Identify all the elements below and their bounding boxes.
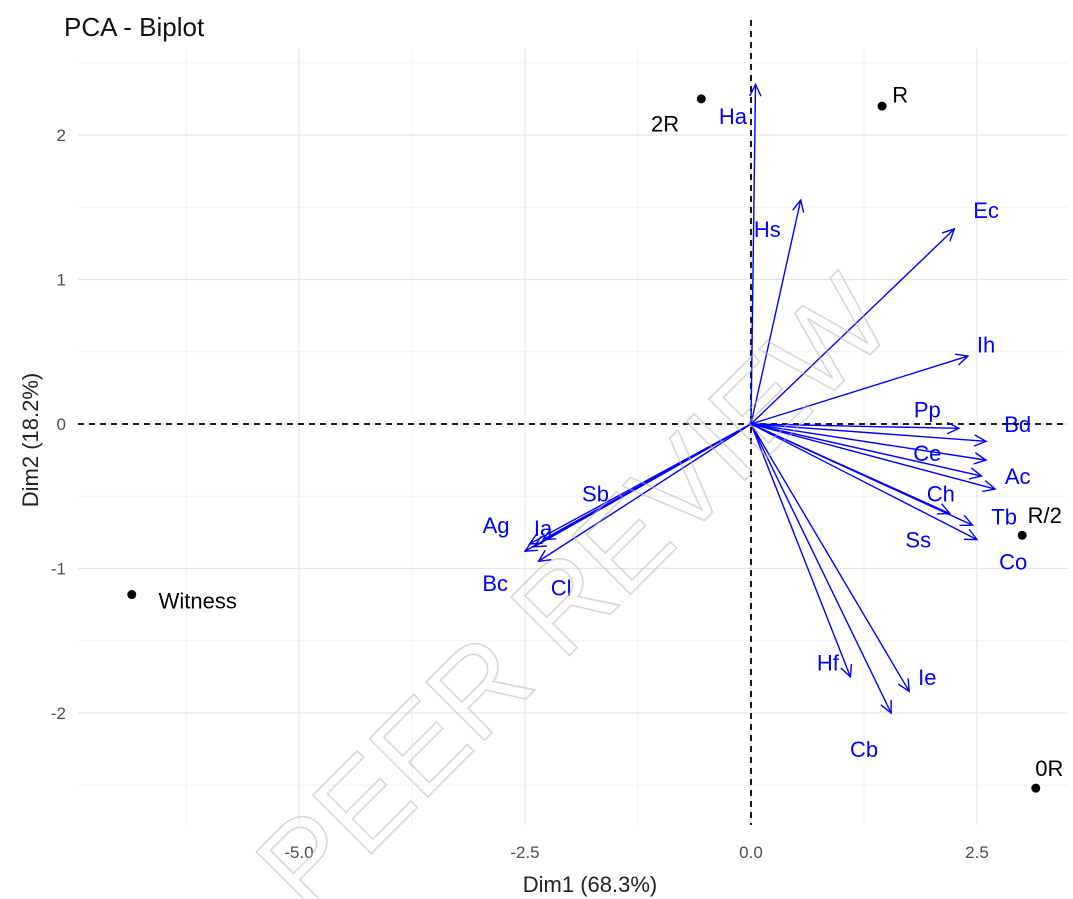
chart-title: PCA - Biplot — [64, 12, 205, 42]
individual-point-r — [877, 101, 887, 111]
variable-arrow-ss — [750, 423, 978, 541]
individual-point-witness — [127, 590, 137, 600]
variable-arrow-bc — [524, 423, 752, 552]
arrowhead-bc — [523, 540, 539, 552]
variable-label-bc: Bc — [482, 571, 508, 596]
y-tick-label: 1 — [57, 271, 66, 290]
arrowhead-cl — [537, 549, 552, 563]
variable-arrow-tb — [750, 423, 973, 526]
individual-label-r: R — [892, 83, 908, 108]
arrowhead-hs — [792, 198, 805, 213]
variable-label-ac: Ac — [1005, 464, 1031, 489]
variable-arrow-ac — [750, 423, 982, 477]
variable-label-ag: Ag — [483, 513, 510, 538]
variable-arrow-pp — [750, 423, 959, 430]
variable-label-ec: Ec — [973, 198, 999, 223]
arrowhead-ih — [954, 353, 970, 366]
arrowhead-ac — [968, 467, 984, 480]
variable-label-sb: Sb — [582, 481, 609, 506]
variable-arrow-ce — [750, 423, 987, 461]
variable-label-cl: Cl — [551, 575, 572, 600]
variable-label-ch: Ch — [927, 481, 955, 506]
arrowhead-tb — [959, 514, 974, 527]
individual-label-witness: Witness — [159, 588, 237, 613]
x-tick-label: -5.0 — [284, 843, 313, 862]
variable-label-ia: Ia — [534, 516, 553, 541]
y-axis-title: Dim2 (18.2%) — [18, 373, 43, 507]
variable-arrow-hf — [750, 423, 852, 678]
y-tick-label: -2 — [51, 704, 66, 723]
variable-arrow-bd — [750, 423, 987, 443]
variable-label-ha: Ha — [719, 104, 748, 129]
y-tick-label: -1 — [51, 560, 66, 579]
y-tick-label: 0 — [57, 415, 66, 434]
variable-label-ih: Ih — [977, 333, 995, 358]
variable-arrow-cl — [538, 423, 752, 562]
x-tick-label: 2.5 — [965, 843, 989, 862]
individual-label-r-2: R/2 — [1028, 503, 1062, 528]
grid-lines — [78, 48, 1068, 825]
arrowhead-cb — [880, 699, 892, 715]
variable-arrow-ie — [750, 423, 910, 692]
arrowhead-bd — [973, 434, 988, 447]
arrowhead-ss — [963, 528, 979, 541]
arrowhead-pp — [946, 421, 961, 435]
variable-label-co: Co — [999, 549, 1027, 574]
arrowhead-ec — [941, 227, 956, 242]
variable-label-cb: Cb — [850, 737, 878, 762]
arrowhead-hf — [840, 663, 853, 679]
individual-point-r-2 — [1017, 530, 1027, 540]
arrowhead-co — [982, 480, 997, 493]
variable-label-tb: Tb — [991, 504, 1017, 529]
variable-arrow-ha — [750, 84, 757, 425]
variable-label-hs: Hs — [754, 217, 781, 242]
arrowhead-sb — [541, 528, 557, 541]
variable-label-pp: Pp — [914, 398, 941, 423]
individual-label-0r: 0R — [1035, 756, 1063, 781]
arrowhead-ha — [749, 82, 762, 97]
x-tick-label: -2.5 — [510, 843, 539, 862]
tick-labels: -5.0 -2.5 0.0 2.5 -2 -1 0 1 2 — [51, 126, 989, 862]
x-tick-label: 0.0 — [739, 843, 763, 862]
arrowhead-ce — [973, 452, 988, 465]
y-tick-label: 2 — [57, 126, 66, 145]
variable-label-bd: Bd — [1004, 412, 1031, 437]
variable-arrow-hs — [750, 199, 802, 425]
variable-arrow-co — [750, 423, 996, 490]
arrowhead-ie — [897, 678, 911, 693]
x-axis-title: Dim1 (68.3%) — [523, 872, 657, 897]
individual-point-0r — [1031, 783, 1041, 793]
variable-arrow-ec — [750, 228, 955, 425]
variable-label-hf: Hf — [817, 650, 840, 675]
arrowhead-ch — [936, 503, 952, 515]
variable-label-ss: Ss — [905, 528, 931, 553]
individual-point-2r — [696, 94, 706, 104]
variable-arrow-ih — [750, 355, 969, 425]
variable-label-ie: Ie — [918, 665, 936, 690]
individual-points: 2R R R/2 0R Witness — [127, 83, 1063, 793]
variable-arrow-cb — [750, 423, 892, 714]
individual-label-2r: 2R — [651, 111, 679, 136]
reference-lines — [78, 20, 1068, 825]
